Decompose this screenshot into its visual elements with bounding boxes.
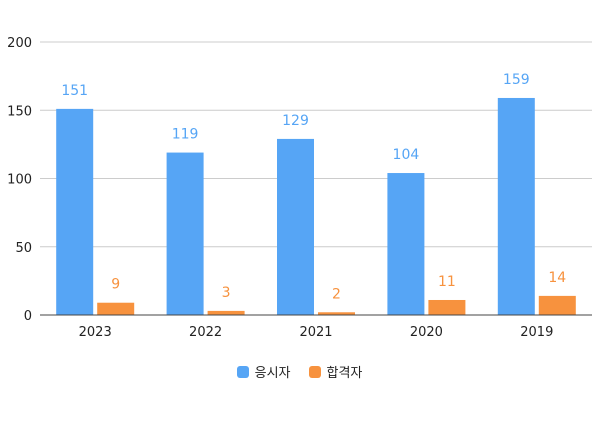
data-labels: 151 9 119 3 129 2 104 11 159 14 — [61, 72, 566, 302]
x-tick-label: 2021 — [299, 325, 332, 340]
data-label: 104 — [393, 147, 420, 163]
data-label: 3 — [222, 285, 231, 301]
legend: 응시자 합격자 — [0, 362, 599, 381]
legend-label-passers: 합격자 — [326, 366, 363, 381]
data-label: 14 — [548, 270, 566, 286]
bar-passers[interactable] — [428, 299, 466, 315]
x-tick-label: 2019 — [520, 325, 553, 340]
data-label: 151 — [61, 83, 88, 99]
x-tick-label: 2022 — [189, 325, 222, 340]
legend-swatch-passers — [308, 365, 321, 378]
x-tick-label: 2020 — [410, 325, 443, 340]
y-tick-label: 50 — [15, 241, 32, 256]
x-axis-ticks: 2023 2022 2021 2020 2019 — [79, 325, 554, 340]
data-label: 159 — [503, 72, 530, 88]
data-label: 119 — [172, 127, 199, 143]
bar-passers[interactable] — [97, 302, 135, 315]
legend-label-applicants: 응시자 — [254, 366, 291, 381]
legend-item-passers[interactable]: 합격자 — [308, 362, 363, 381]
legend-swatch-applicants — [236, 365, 249, 378]
bar-applicants[interactable] — [497, 97, 535, 315]
bar-passers[interactable] — [318, 312, 355, 315]
bars — [56, 97, 576, 315]
x-tick-label: 2023 — [79, 325, 112, 340]
bar-applicants[interactable] — [277, 138, 314, 315]
bar-passers[interactable] — [207, 310, 245, 315]
legend-item-applicants[interactable]: 응시자 — [236, 362, 291, 381]
y-tick-label: 0 — [24, 309, 32, 324]
bar-applicants[interactable] — [56, 108, 94, 315]
y-tick-label: 200 — [7, 36, 32, 51]
y-tick-label: 100 — [7, 173, 32, 188]
data-label: 11 — [438, 274, 456, 290]
bar-chart: 0 50 100 150 200 151 9 119 3 129 2 104 11 159 14 2023… — [7, 36, 592, 340]
data-label: 2 — [332, 286, 341, 302]
y-axis-ticks: 0 50 100 150 200 — [7, 36, 32, 324]
data-label: 129 — [282, 113, 309, 129]
data-label: 9 — [111, 277, 120, 293]
bar-applicants[interactable] — [166, 152, 204, 315]
bar-applicants[interactable] — [387, 173, 425, 315]
bar-passers[interactable] — [538, 295, 576, 315]
y-tick-label: 150 — [7, 104, 32, 119]
